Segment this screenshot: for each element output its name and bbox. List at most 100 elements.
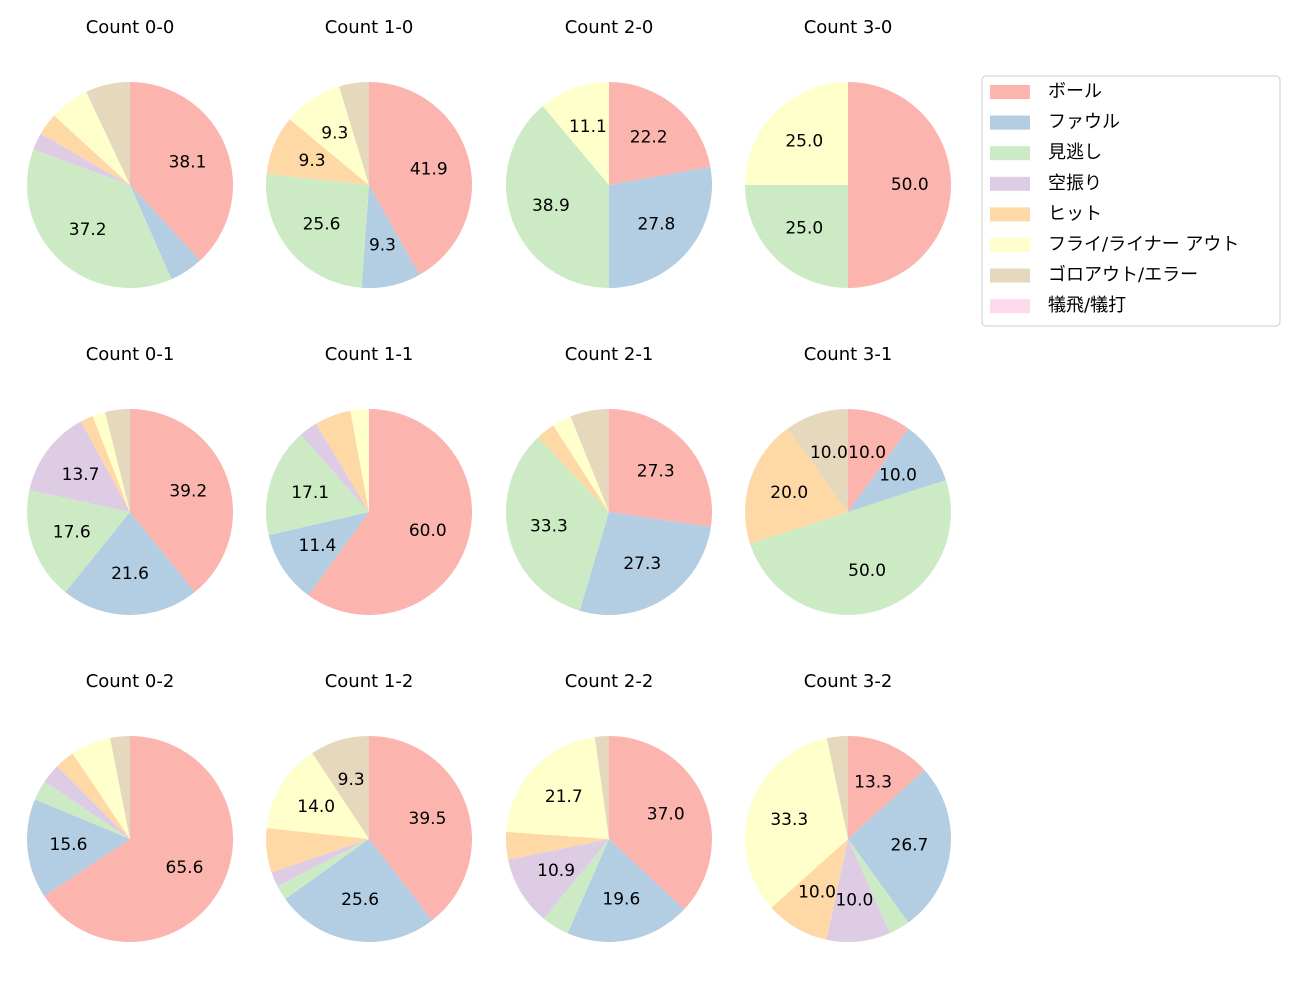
pie-slice: [266, 753, 369, 839]
legend-label: フライ/ライナー アウト: [1048, 234, 1239, 255]
pie-slice: [316, 410, 369, 512]
chart-title: Count 3-2: [804, 671, 893, 692]
chart-title: Count 0-0: [86, 17, 175, 38]
pie-slice: [130, 82, 234, 261]
value-label: 65.6: [166, 858, 204, 878]
value-label: 27.8: [637, 215, 675, 235]
value-label: 9.3: [321, 124, 348, 144]
pie-slice: [369, 82, 472, 275]
pie-slice: [285, 839, 433, 943]
pie-slice: [289, 86, 369, 185]
value-label: 13.7: [62, 465, 100, 485]
chart-title: Count 3-1: [804, 344, 893, 365]
legend-swatch: [990, 176, 1030, 191]
pie-slice: [848, 82, 951, 288]
value-label: 21.7: [545, 787, 583, 807]
legend-swatch: [990, 238, 1030, 252]
pie-slice: [339, 82, 369, 185]
legend-label: 見逃し: [1048, 142, 1102, 163]
pie-slice: [27, 799, 130, 897]
pie-slice: [594, 736, 609, 839]
value-label: 27.3: [623, 554, 661, 574]
value-label: 13.3: [854, 773, 892, 793]
value-label: 20.0: [770, 483, 808, 503]
pie-slice: [44, 736, 234, 942]
pie-slice: [848, 839, 909, 934]
pie-slice: [26, 490, 131, 593]
value-label: 25.6: [341, 890, 379, 910]
pie-slice: [33, 133, 131, 185]
chart-title: Count 1-0: [325, 17, 414, 38]
value-label: 11.1: [569, 117, 607, 137]
chart-title: Count 3-0: [804, 17, 893, 38]
pie-slice: [44, 766, 130, 839]
value-label: 38.1: [169, 152, 207, 172]
chart-title: Count 1-2: [325, 671, 414, 692]
pie-slice: [105, 409, 130, 512]
pie-slice: [609, 736, 712, 910]
pie-slice: [72, 737, 130, 839]
legend-label: ボール: [1048, 81, 1102, 102]
pie-slice: [750, 480, 951, 615]
pie-slice: [130, 185, 201, 280]
pie-slice: [308, 409, 473, 616]
value-label: 9.3: [369, 235, 396, 255]
legend-swatch: [990, 85, 1030, 99]
legend-swatch: [990, 299, 1030, 314]
pie-slice: [40, 115, 130, 185]
value-label: 21.6: [111, 564, 149, 584]
legend-label: 犠飛/犠打: [1048, 295, 1126, 316]
legend-swatch: [990, 115, 1030, 130]
value-label: 9.3: [299, 151, 326, 171]
pie-slice: [553, 416, 609, 512]
value-label: 11.4: [299, 536, 337, 556]
pie-slice: [771, 839, 848, 940]
legend-box: [981, 75, 1281, 327]
legend-label: ヒット: [1048, 203, 1102, 224]
pie-slice: [34, 781, 131, 839]
pie-slice: [745, 738, 848, 908]
pie-slice: [80, 415, 130, 512]
pie-slice: [506, 437, 609, 611]
pie-slice: [265, 434, 369, 536]
pie-slice: [848, 428, 946, 512]
legend-label: 空振り: [1048, 173, 1102, 194]
pie-slice: [579, 512, 711, 615]
pie-slice: [110, 736, 130, 839]
pie-slice: [848, 769, 952, 923]
value-label: 25.0: [785, 131, 823, 151]
value-label: 50.0: [848, 561, 886, 581]
chart-title: Count 0-2: [86, 671, 175, 692]
pie-slice: [508, 839, 609, 919]
value-label: 37.2: [69, 220, 107, 240]
chart-title: Count 2-0: [565, 17, 654, 38]
value-label: 33.3: [530, 516, 568, 536]
legend-label: ゴロアウト/エラー: [1048, 265, 1198, 286]
pie-slice: [570, 409, 609, 512]
value-label: 25.0: [785, 219, 823, 239]
pie-slice: [609, 409, 712, 527]
pie-slice: [538, 425, 609, 512]
value-label: 10.0: [848, 443, 886, 463]
pie-slice: [506, 831, 609, 860]
value-label: 33.3: [770, 810, 808, 830]
pie-slice: [268, 512, 369, 596]
pie-slice: [266, 119, 369, 185]
legend-swatch: [990, 268, 1030, 283]
pie-slice: [745, 82, 848, 185]
pie-slice: [29, 421, 130, 512]
pie-slice: [130, 409, 234, 593]
pie-slice: [65, 512, 195, 616]
pie-slice: [745, 185, 848, 288]
value-label: 19.6: [602, 890, 640, 910]
legend-label: ファウル: [1048, 112, 1120, 133]
value-label: 10.0: [810, 443, 848, 463]
pie-slice: [361, 185, 420, 288]
value-label: 10.0: [835, 890, 873, 910]
pie-slice: [505, 106, 609, 288]
pie-slice: [609, 166, 713, 288]
pie-slice: [369, 736, 472, 921]
pie-slice: [277, 839, 369, 900]
pie-slice: [312, 736, 369, 839]
value-label: 10.0: [879, 466, 917, 486]
